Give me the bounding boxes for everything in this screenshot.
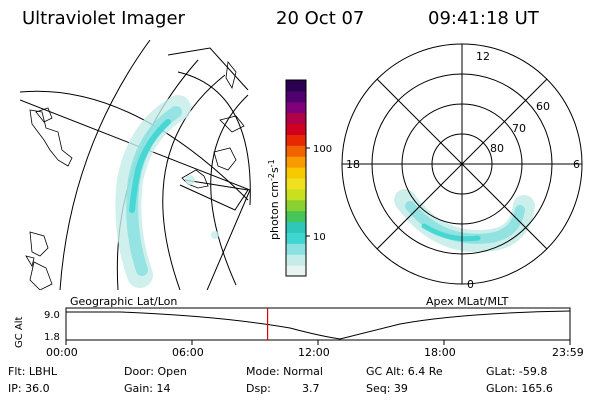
geographic-longitude: GLon: 165.6 [486,382,553,395]
colorbar-tick-label: 100 [313,144,332,155]
app-title: Ultraviolet Imager [22,8,185,29]
aurora-oval-geographic [115,95,219,288]
longitude-line [59,40,151,290]
alt-tick-label: 1.8 [44,332,60,343]
aurora-oval-polar [394,189,535,253]
mlt-label-0: 0 [467,278,474,291]
colorbar-band [286,188,306,201]
colorbar-band [286,167,306,179]
polar-meridian [376,78,548,250]
colorbar-band [286,254,306,266]
coastline [25,61,245,290]
mlt-label-6: 6 [573,158,580,171]
dsp-value: 3.7 [302,382,320,395]
colorbar-band [286,134,306,146]
lat-label-60: 60 [536,100,550,113]
x-tick-label: 23:59 [552,346,584,359]
colorbar-unit-label: photon cm-2s-1 [267,159,281,240]
altitude-strip: 9.0 1.8 GC Alt [14,307,571,348]
door-status: Door: Open [124,365,187,378]
ip-value: IP: 36.0 [8,382,50,395]
colorbar-band [286,101,306,114]
right-panel-label: Apex MLat/MLT [426,295,509,308]
colorbar-band [286,145,306,157]
lat-label-80: 80 [490,142,504,155]
time-label: 09:41:18 UT [428,8,539,29]
mode-status: Mode: Normal [246,365,323,378]
colorbar-band [286,90,306,103]
colorbar-band [286,221,306,233]
alt-axis-label: GC Alt [14,316,25,348]
map-boundary [167,47,249,91]
latitude-line [177,71,251,206]
latitude-line [20,90,249,201]
map-boundary [179,179,249,211]
colorbar-band [286,123,306,135]
gain-value: Gain: 14 [124,382,171,395]
alt-tick-label: 9.0 [44,310,60,321]
colorbar-band [286,232,306,244]
x-tick-label: 18:00 [424,346,456,359]
mlt-label-12: 12 [476,50,490,63]
lat-label-70: 70 [512,122,526,135]
colorbar-band [286,243,306,255]
polar-plot: 12 18 6 0 60 70 80 [341,43,583,291]
longitude-line [162,74,226,290]
x-tick-label: 12:00 [298,346,330,359]
flight-filter: Flt: LBHL [8,365,57,378]
colorbar-band [286,112,306,125]
altitude-curve [66,310,571,340]
x-tick-label: 00:00 [46,346,78,359]
colorbar-band [286,265,306,277]
date-label: 20 Oct 07 [276,8,365,29]
dsp-label: Dsp: [246,382,271,395]
geographic-map [20,40,251,290]
gc-altitude: GC Alt: 6.4 Re [366,365,443,378]
colorbar-band [286,199,306,212]
colorbar-band [286,80,306,92]
colorbar-band [286,156,306,168]
x-tick-label: 06:00 [172,346,204,359]
geographic-latitude: GLat: -59.8 [486,365,548,378]
colorbar-tick-label: 10 [313,232,326,243]
colorbar [286,80,306,277]
sequence-number: Seq: 39 [366,382,408,395]
colorbar-band [286,178,306,190]
mlt-label-18: 18 [346,158,360,171]
colorbar-band [286,210,306,223]
left-panel-label: Geographic Lat/Lon [70,295,178,308]
map-boundary [20,99,251,290]
colorbar-frame [285,79,307,277]
